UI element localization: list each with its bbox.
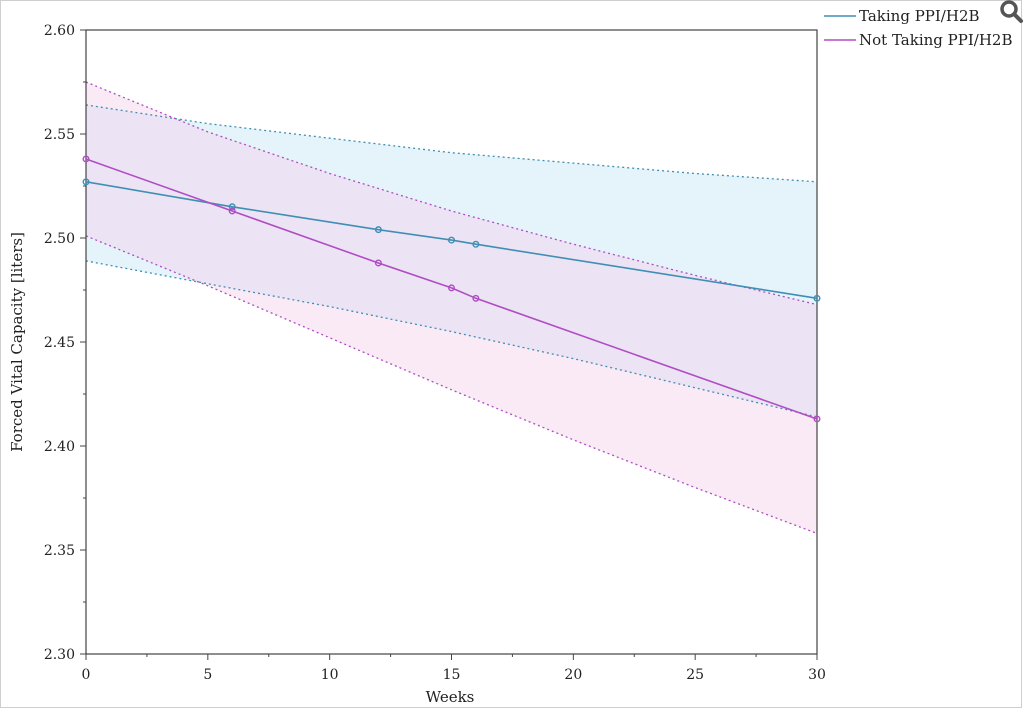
x-tick-label-0: 0 [82, 667, 91, 683]
y-tick-label-5: 2.55 [44, 127, 75, 143]
legend: Taking PPI/H2B Not Taking PPI/H2B [824, 7, 1012, 49]
x-tick-label-2: 10 [321, 667, 339, 683]
legend-label-not-taking: Not Taking PPI/H2B [859, 31, 1012, 49]
y-tick-label-6: 2.60 [44, 23, 75, 39]
data-point-0-1 [228, 203, 236, 211]
x-tick-label-6: 30 [808, 667, 826, 683]
x-tick-label-4: 20 [564, 667, 582, 683]
data-point-0-4 [472, 240, 480, 248]
data-point-0-0 [82, 178, 90, 186]
x-axis-title: Weeks [426, 688, 475, 706]
y-tick-label-0: 2.30 [44, 647, 75, 663]
data-point-1-1 [228, 207, 236, 215]
y-tick-label-1: 2.35 [44, 543, 75, 559]
ci-line-ci-lower-1 [86, 235, 817, 535]
data-point-1-0 [82, 155, 90, 163]
confidence-lines [86, 81, 817, 535]
x-tick-label-1: 5 [203, 667, 212, 683]
x-tick-label-5: 25 [686, 667, 704, 683]
data-point-1-2 [374, 259, 382, 267]
y-tick-label-4: 2.50 [44, 231, 75, 247]
series-line-1 [85, 158, 818, 420]
y-tick-label-2: 2.40 [44, 439, 75, 455]
data-point-0-3 [448, 236, 456, 244]
axis-ticks: 0 5 10 15 20 25 30 2.30 2.35 2.40 2.45 2.50 2.55 2.60 [44, 23, 826, 683]
confidence-bands [86, 82, 817, 534]
series-points [82, 155, 821, 423]
ci-band-1 [86, 82, 817, 534]
data-point-1-3 [448, 284, 456, 292]
data-point-1-4 [472, 294, 480, 302]
data-point-0-5 [813, 294, 821, 302]
ci-line-ci-upper-1 [86, 81, 817, 306]
legend-label-taking: Taking PPI/H2B [859, 7, 980, 25]
y-tick-label-3: 2.45 [44, 335, 75, 351]
magnifier-icon[interactable] [998, 0, 1024, 24]
y-axis-title: Forced Vital Capacity [liters] [8, 232, 26, 452]
data-point-0-2 [374, 226, 382, 234]
series-lines [85, 158, 818, 420]
x-tick-label-3: 15 [443, 667, 461, 683]
data-point-1-5 [813, 415, 821, 423]
